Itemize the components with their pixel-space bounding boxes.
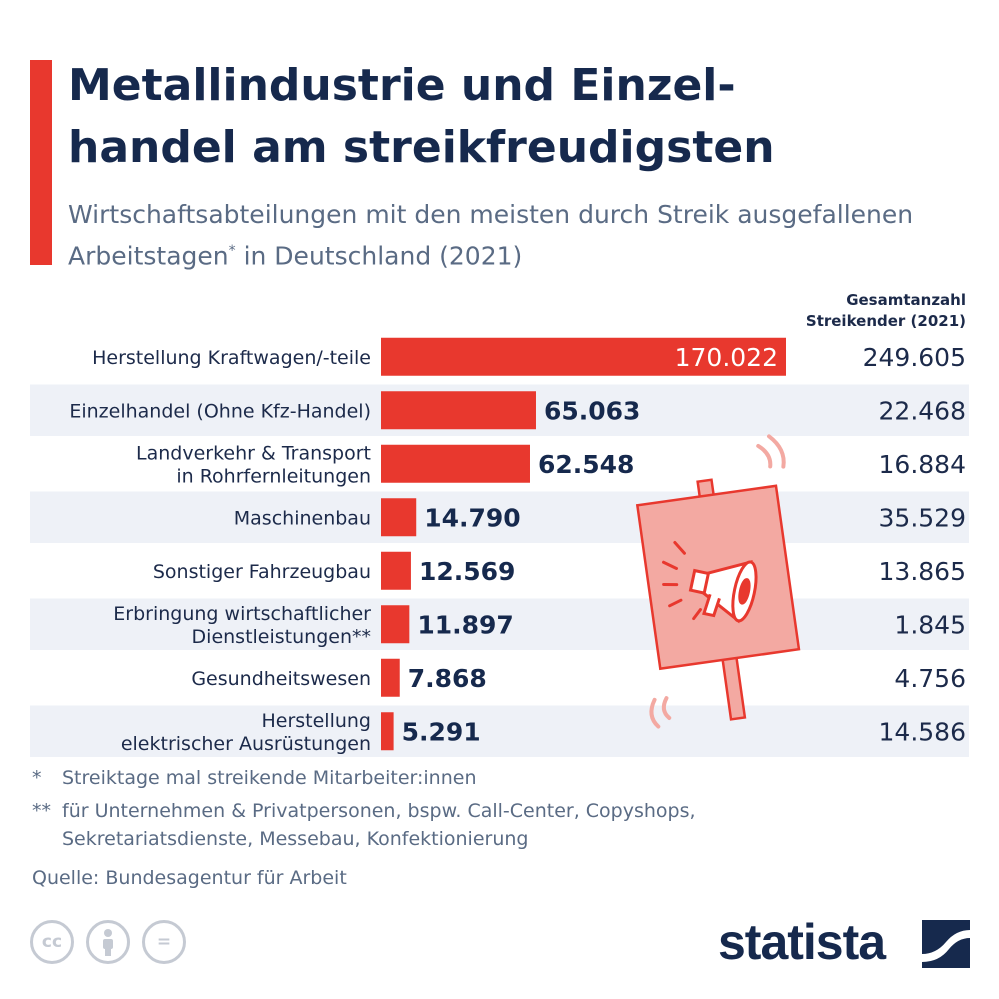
row-stripe <box>30 598 969 650</box>
category-label: Gesundheitswesen <box>191 668 371 690</box>
subtitle-footnote-mark: * <box>228 243 236 259</box>
footnote-1-mark: * <box>32 767 42 789</box>
subtitle-main: Wirtschaftsabteilungen mit den meisten d… <box>68 200 914 271</box>
secondary-column-header: Gesamtanzahl Streikender (2021) <box>716 290 966 332</box>
footnote-2-mark: ** <box>32 800 51 822</box>
bar-value-label: 7.868 <box>408 664 487 693</box>
bar-value-label: 65.063 <box>544 396 640 425</box>
bar <box>381 658 400 697</box>
chart-rows: Herstellung Kraftwagen/-teile 170.022 249.… <box>69 337 966 755</box>
secondary-value: 14.586 <box>879 717 966 746</box>
secondary-value: 35.529 <box>879 503 966 532</box>
category-label: Herstellung Kraftwagen/-teile <box>92 347 371 369</box>
bar-value-label: 14.790 <box>424 503 520 532</box>
secondary-value: 16.884 <box>879 450 966 479</box>
secondary-value: 13.865 <box>879 557 966 586</box>
bar-value-label: 62.548 <box>538 450 634 479</box>
nd-icon-label: = <box>156 932 172 952</box>
secondary-value: 1.845 <box>894 610 966 639</box>
category-label: Maschinenbau <box>234 507 371 529</box>
statista-logo-text[interactable]: statista <box>718 914 886 970</box>
category-label: Sonstiger Fahrzeugbau <box>153 561 371 583</box>
title-accent-bar <box>30 60 52 265</box>
bar <box>381 444 530 483</box>
no-derivatives-icon[interactable]: = <box>142 920 186 964</box>
secondary-value: 249.605 <box>863 343 966 372</box>
row-stripe <box>30 705 969 757</box>
row-stripe <box>30 491 969 543</box>
footnote-2-text: für Unternehmen & Privatpersonen, bspw. … <box>62 800 696 822</box>
page-title: Metallindustrie und Einzel- handel am st… <box>68 60 775 173</box>
secondary-value: 4.756 <box>894 664 966 693</box>
footnote-1: * Streiktage mal streikende Mitarbeiter:i… <box>32 764 477 792</box>
bar <box>381 498 417 537</box>
cc-icon-label: cc <box>41 932 63 952</box>
license-icons: cc = <box>30 920 186 964</box>
bar <box>381 391 536 430</box>
bar-value-label: 5.291 <box>402 717 481 746</box>
category-label: Herstellung elektrischer Ausrüstungen <box>121 710 371 755</box>
bar <box>381 337 786 376</box>
bar-value-label: 12.569 <box>419 557 515 586</box>
category-label: Erbringung wirtschaftlicher Dienstleistun… <box>113 603 371 648</box>
category-label: Einzelhandel (Ohne Kfz-Handel) <box>69 400 371 422</box>
source-note: Quelle: Bundesagentur für Arbeit <box>32 867 347 889</box>
bar <box>381 605 410 644</box>
footnote-2: ** für Unternehmen & Privatpersonen, bspw… <box>32 797 696 853</box>
protest-megaphone-illustration <box>635 434 801 729</box>
bar-value-label: 170.022 <box>675 343 778 372</box>
subtitle-tail: in Deutschland (2021) <box>235 241 523 271</box>
cc-icon[interactable]: cc <box>30 920 74 964</box>
secondary-column-header-text: Gesamtanzahl Streikender (2021) <box>805 291 966 330</box>
statista-logo-icon <box>922 920 970 968</box>
bar <box>381 551 411 590</box>
bar <box>381 712 394 751</box>
footnote-2-continuation: Sekretariatsdienste, Messebau, Konfektio… <box>62 828 529 850</box>
footnote-1-text: Streiktage mal streikende Mitarbeiter:in… <box>62 767 477 789</box>
category-label: Landverkehr & Transport in Rohrfernleitun… <box>136 442 371 487</box>
subtitle: Wirtschaftsabteilungen mit den meisten d… <box>68 196 978 274</box>
row-stripes <box>30 384 969 757</box>
bar-value-label: 11.897 <box>417 610 513 639</box>
attribution-icon[interactable] <box>86 920 130 964</box>
secondary-value: 22.468 <box>879 396 966 425</box>
